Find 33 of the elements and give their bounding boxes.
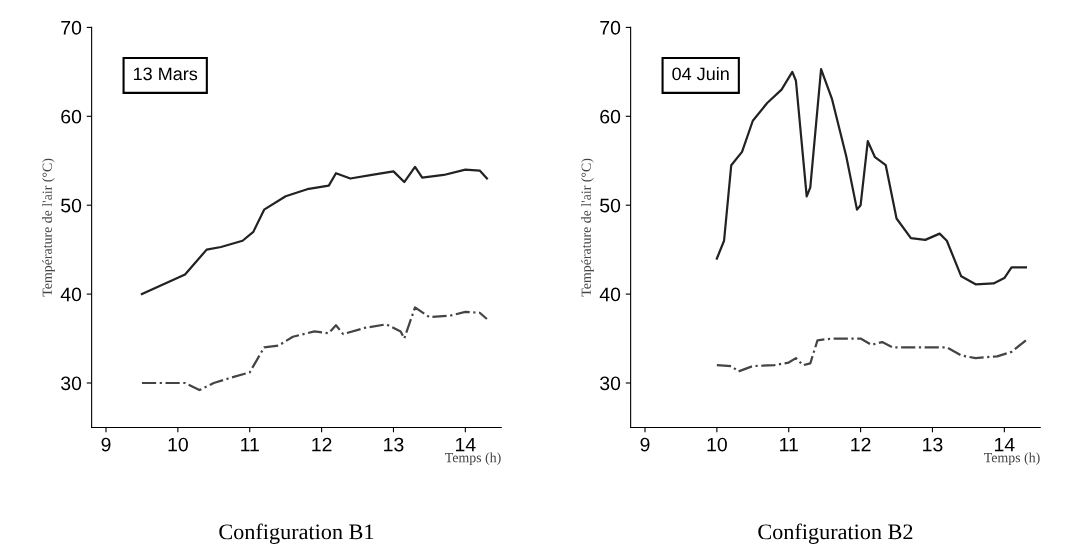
x-tick-label: 12 bbox=[851, 437, 871, 452]
x-tick-label: 14 bbox=[995, 437, 1015, 452]
x-tick-label: 10 bbox=[707, 437, 727, 452]
y-tick-label: 70 bbox=[61, 20, 82, 35]
y-tick-label: 40 bbox=[599, 287, 621, 302]
line-series bbox=[140, 165, 489, 296]
line-series bbox=[140, 306, 489, 392]
x-tick-label: 10 bbox=[168, 437, 188, 452]
x-tick-label: 13 bbox=[384, 437, 404, 452]
text: Configuration B1 bbox=[219, 523, 374, 544]
y-tick-label: 30 bbox=[600, 376, 621, 391]
line-series bbox=[715, 337, 1028, 373]
x-axis-title: Temps (h) bbox=[984, 452, 1040, 466]
x-axis-title: Temps (h) bbox=[445, 452, 501, 466]
y-tick-label: 40 bbox=[60, 287, 82, 302]
y-tick-label: 60 bbox=[600, 109, 621, 124]
x-tick-label: 9 bbox=[640, 437, 650, 452]
x-tick-label: 11 bbox=[241, 437, 259, 452]
text: Configuration B2 bbox=[758, 523, 913, 544]
x-tick-label: 12 bbox=[312, 437, 332, 452]
y-axis-title: Température de l'air (°C) bbox=[581, 158, 594, 297]
y-tick-label: 50 bbox=[600, 198, 621, 213]
annotation: 04 Juin bbox=[672, 66, 729, 81]
y-axis-title: Température de l'air (°C) bbox=[42, 158, 55, 297]
x-tick-label: 9 bbox=[101, 437, 111, 452]
annotation: 13 Mars bbox=[133, 67, 198, 81]
x-tick-label: 11 bbox=[780, 437, 798, 452]
x-tick-label: 13 bbox=[923, 437, 943, 452]
y-tick-label: 70 bbox=[600, 20, 621, 35]
y-tick-label: 60 bbox=[61, 109, 82, 124]
y-tick-label: 30 bbox=[61, 376, 82, 391]
y-tick-label: 50 bbox=[61, 198, 82, 213]
x-tick-label: 14 bbox=[456, 437, 476, 452]
